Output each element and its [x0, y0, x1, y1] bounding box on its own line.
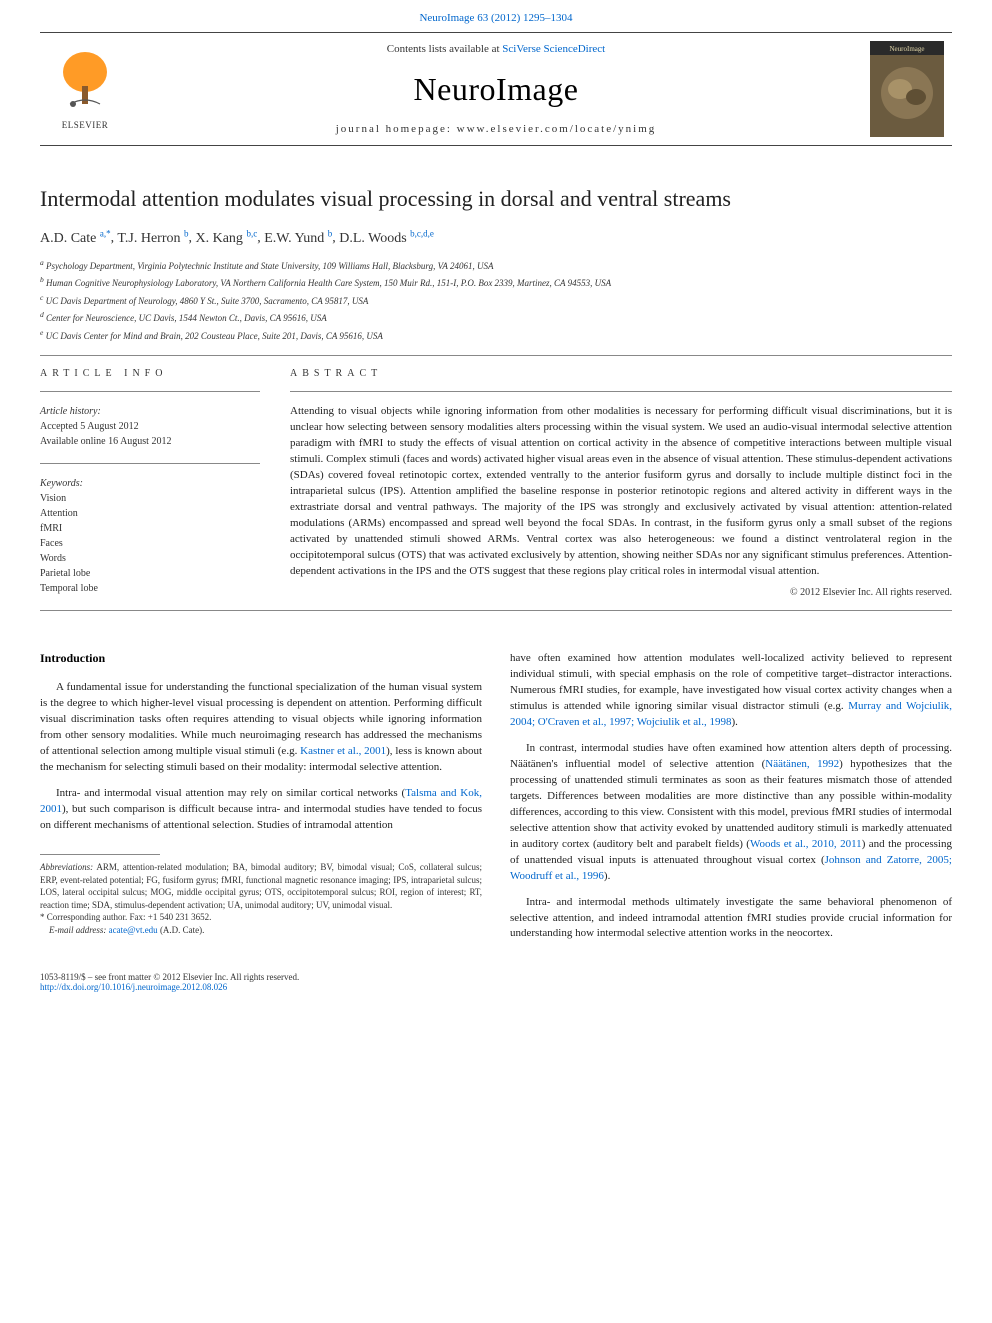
affiliation-b: b Human Cognitive Neurophysiology Labora… — [40, 274, 952, 291]
journal-name: NeuroImage — [130, 71, 862, 108]
author-2: X. Kang b,c — [196, 231, 258, 246]
footer-doi-link[interactable]: http://dx.doi.org/10.1016/j.neuroimage.2… — [40, 982, 227, 992]
article-info-column: ARTICLE INFO Article history: Accepted 5… — [40, 368, 260, 598]
article-info-label: ARTICLE INFO — [40, 368, 260, 379]
top-citation-link[interactable]: NeuroImage 63 (2012) 1295–1304 — [419, 12, 572, 24]
abbreviations: Abbreviations: ARM, attention-related mo… — [40, 861, 482, 911]
elsevier-label: ELSEVIER — [62, 120, 109, 130]
keyword-5: Parietal lobe — [40, 566, 260, 581]
ref-kastner[interactable]: Kastner et al., 2001 — [300, 745, 386, 757]
svg-text:NeuroImage: NeuroImage — [890, 45, 925, 53]
keyword-1: Attention — [40, 506, 260, 521]
abstract-label: ABSTRACT — [290, 368, 952, 379]
article-title: Intermodal attention modulates visual pr… — [40, 186, 952, 212]
author-4-aff[interactable]: b,c,d,e — [410, 228, 434, 238]
keyword-0: Vision — [40, 491, 260, 506]
keyword-3: Faces — [40, 536, 260, 551]
article-history: Article history: Accepted 5 August 2012 … — [40, 404, 260, 449]
affiliation-d: d Center for Neuroscience, UC Davis, 154… — [40, 309, 952, 326]
divider-kw — [40, 463, 260, 464]
ref-naatanen[interactable]: Näätänen, 1992 — [765, 758, 839, 770]
keyword-6: Temporal lobe — [40, 581, 260, 596]
author-4: D.L. Woods b,c,d,e — [339, 231, 434, 246]
divider-top — [40, 355, 952, 356]
author-1-aff[interactable]: b — [184, 228, 189, 238]
corresponding-author: * Corresponding author. Fax: +1 540 231 … — [40, 911, 482, 924]
abstract-text: Attending to visual objects while ignori… — [290, 404, 952, 579]
contents-prefix: Contents lists available at — [387, 43, 500, 55]
homepage-prefix: journal homepage: — [336, 123, 452, 135]
history-accepted: Accepted 5 August 2012 — [40, 419, 260, 434]
ref-woods[interactable]: Woods et al., 2010, 2011 — [750, 838, 862, 850]
homepage-line: journal homepage: www.elsevier.com/locat… — [130, 123, 862, 135]
contents-line: Contents lists available at SciVerse Sci… — [130, 43, 862, 55]
author-3-aff[interactable]: b — [328, 228, 333, 238]
history-title: Article history: — [40, 404, 260, 419]
email-link[interactable]: acate@vt.edu — [109, 925, 158, 935]
divider-bottom — [40, 610, 952, 611]
intro-p4: In contrast, intermodal studies have oft… — [510, 741, 952, 884]
keyword-4: Words — [40, 551, 260, 566]
affiliation-e: e UC Davis Center for Mind and Brain, 20… — [40, 327, 952, 344]
header-center: Contents lists available at SciVerse Sci… — [130, 33, 862, 145]
affiliations: a Psychology Department, Virginia Polyte… — [40, 257, 952, 344]
elsevier-logo[interactable]: ELSEVIER — [40, 33, 130, 145]
keyword-2: fMRI — [40, 521, 260, 536]
intro-p5: Intra- and intermodal methods ultimately… — [510, 895, 952, 943]
keywords-block: Keywords: Vision Attention fMRI Faces Wo… — [40, 476, 260, 596]
homepage-url: www.elsevier.com/locate/ynimg — [457, 123, 657, 135]
right-column: have often examined how attention modula… — [510, 651, 952, 952]
abstract-column: ABSTRACT Attending to visual objects whi… — [290, 368, 952, 598]
author-0: A.D. Cate a,* — [40, 231, 111, 246]
author-1: T.J. Herron b — [117, 231, 188, 246]
abstract-copyright: © 2012 Elsevier Inc. All rights reserved… — [290, 587, 952, 598]
intro-p1: A fundamental issue for understanding th… — [40, 680, 482, 776]
sciencedirect-link[interactable]: SciVerse ScienceDirect — [502, 43, 605, 55]
footer-issn: 1053-8119/$ – see front matter © 2012 El… — [40, 972, 952, 982]
divider-info — [40, 391, 260, 392]
left-column: Introduction A fundamental issue for und… — [40, 651, 482, 952]
footer: 1053-8119/$ – see front matter © 2012 El… — [40, 972, 952, 992]
divider-abstract — [290, 391, 952, 392]
cover-image-icon: NeuroImage — [870, 41, 944, 137]
author-2-aff[interactable]: b,c — [246, 228, 257, 238]
cover-thumbnail[interactable]: NeuroImage — [862, 33, 952, 145]
intro-p2: Intra- and intermodal visual attention m… — [40, 786, 482, 834]
affiliation-c: c UC Davis Department of Neurology, 4860… — [40, 292, 952, 309]
intro-heading: Introduction — [40, 651, 482, 666]
footnotes: Abbreviations: ARM, attention-related mo… — [40, 861, 482, 937]
top-citation: NeuroImage 63 (2012) 1295–1304 — [0, 0, 992, 32]
affiliation-a: a Psychology Department, Virginia Polyte… — [40, 257, 952, 274]
history-online: Available online 16 August 2012 — [40, 434, 260, 449]
email-line: E-mail address: acate@vt.edu (A.D. Cate)… — [40, 924, 482, 937]
header-band: ELSEVIER Contents lists available at Sci… — [40, 32, 952, 146]
keywords-title: Keywords: — [40, 476, 260, 491]
footnote-rule — [40, 854, 160, 855]
authors-line: A.D. Cate a,*, T.J. Herron b, X. Kang b,… — [40, 228, 952, 247]
intro-p3: have often examined how attention modula… — [510, 651, 952, 731]
elsevier-tree-icon — [55, 48, 115, 118]
author-3: E.W. Yund b — [264, 231, 332, 246]
